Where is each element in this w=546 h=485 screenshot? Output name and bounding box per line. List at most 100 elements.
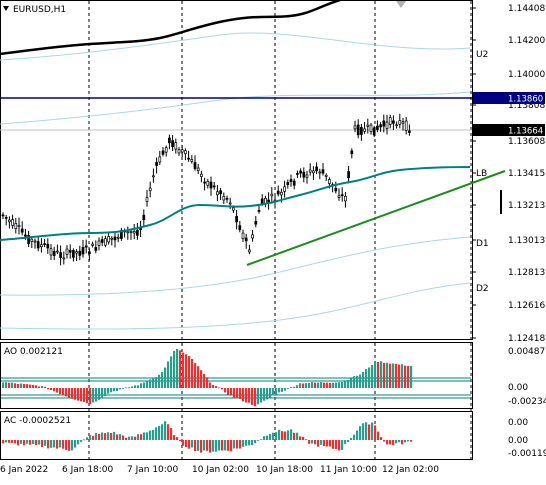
- candle-body: [328, 179, 331, 184]
- ao-bar: [23, 383, 26, 388]
- candle-body: [360, 127, 363, 135]
- ao-bar: [62, 388, 65, 396]
- ao-bar: [224, 388, 227, 393]
- ao-bar: [236, 388, 239, 399]
- candle-body: [91, 243, 94, 246]
- candle-body: [212, 185, 216, 188]
- ao-label: AO 0.002121: [4, 347, 63, 357]
- ao-bar: [326, 382, 329, 388]
- ac-bar: [2, 440, 5, 444]
- candle-body: [164, 147, 168, 153]
- ac-bar: [392, 440, 395, 446]
- price-candles[interactable]: [1, 113, 411, 266]
- ao-bar: [275, 388, 278, 395]
- candle-body: [257, 210, 261, 212]
- ao-bar: [332, 382, 335, 388]
- candle-body: [187, 157, 190, 160]
- svg-text:-0.00119: -0.00119: [508, 449, 546, 459]
- ac-bar: [218, 440, 221, 451]
- candle-body: [75, 251, 78, 254]
- ac-bar: [17, 440, 20, 446]
- collapse-icon[interactable]: [3, 6, 9, 11]
- ac-bar: [125, 437, 128, 440]
- ac-bar: [341, 440, 344, 450]
- ao-bar: [74, 388, 77, 400]
- ao-bar: [248, 388, 251, 403]
- ac-bar: [323, 440, 326, 447]
- candle-body: [392, 120, 395, 124]
- ao-bar: [194, 363, 197, 388]
- candle-body: [254, 220, 258, 225]
- ac-bar: [377, 431, 380, 440]
- ao-bar: [371, 364, 374, 388]
- ao-bar: [140, 383, 143, 388]
- ac-bar: [290, 429, 293, 440]
- ac-bar: [278, 429, 281, 440]
- price-tick-label: 1.12616: [508, 301, 545, 311]
- candle-body: [244, 237, 248, 242]
- ao-bar: [272, 388, 275, 396]
- ac-bar: [161, 424, 164, 440]
- period-separators: [88, 1, 472, 459]
- ao-bar: [116, 388, 119, 392]
- time-tick-label: 11 Jan 10:00: [320, 465, 377, 475]
- ao-bar: [17, 384, 20, 388]
- time-axis: 6 Jan 2022 6 Jan 18:00 7 Jan 10:00 10 Jan 0…: [0, 465, 439, 475]
- ac-bar: [71, 440, 74, 451]
- ao-bar: [53, 388, 56, 392]
- ac-bar: [122, 435, 125, 440]
- ac-bar: [353, 434, 356, 440]
- candle-body: [161, 150, 165, 155]
- time-tick-label: 6 Jan 18:00: [62, 465, 114, 475]
- ao-bar: [401, 364, 404, 388]
- ao-bar: [287, 388, 290, 389]
- ac-bar: [23, 440, 26, 446]
- ao-bar: [98, 388, 101, 400]
- ao-bar: [155, 377, 158, 388]
- candle-body: [72, 250, 75, 258]
- candle-body: [225, 197, 229, 200]
- trend-line[interactable]: [246, 170, 506, 266]
- ac-bar: [245, 440, 248, 446]
- ac-bar: [134, 436, 137, 440]
- ac-bar: [68, 440, 71, 451]
- ao-bar: [107, 388, 110, 394]
- ao-bar: [44, 386, 47, 388]
- scroll-marker: [500, 190, 502, 214]
- ac-bar: [239, 440, 242, 449]
- ac-bar: [158, 426, 161, 440]
- candle-body: [107, 236, 110, 243]
- ao-bar: [335, 382, 338, 388]
- ac-bar: [44, 440, 47, 446]
- ac-bar: [410, 440, 413, 442]
- candle-body: [59, 252, 62, 258]
- ao-bar: [305, 383, 308, 388]
- ac-bar: [188, 440, 191, 449]
- ao-bar: [77, 388, 80, 401]
- candle-body: [372, 127, 376, 136]
- candle-body: [30, 238, 34, 242]
- ac-bar: [59, 440, 62, 448]
- ac-pane[interactable]: [0, 411, 473, 460]
- candle-body: [155, 161, 158, 166]
- ac-bar: [266, 435, 269, 440]
- ao-bar: [254, 388, 257, 407]
- candle-body: [200, 173, 203, 177]
- candle-body: [363, 128, 366, 132]
- ao-bar: [65, 388, 68, 397]
- ao-bar: [266, 388, 269, 400]
- shift-marker-icon[interactable]: [396, 1, 406, 8]
- ac-bar: [197, 440, 200, 451]
- candle-body: [152, 175, 155, 178]
- ac-bar: [26, 440, 29, 444]
- candle-body: [251, 234, 254, 239]
- candle-body: [222, 196, 226, 201]
- ao-bar: [398, 364, 401, 388]
- candle-body: [334, 187, 338, 192]
- ao-bar: [122, 388, 125, 389]
- ac-bar: [227, 440, 230, 451]
- candle-body: [49, 248, 53, 256]
- ao-bar: [68, 388, 71, 398]
